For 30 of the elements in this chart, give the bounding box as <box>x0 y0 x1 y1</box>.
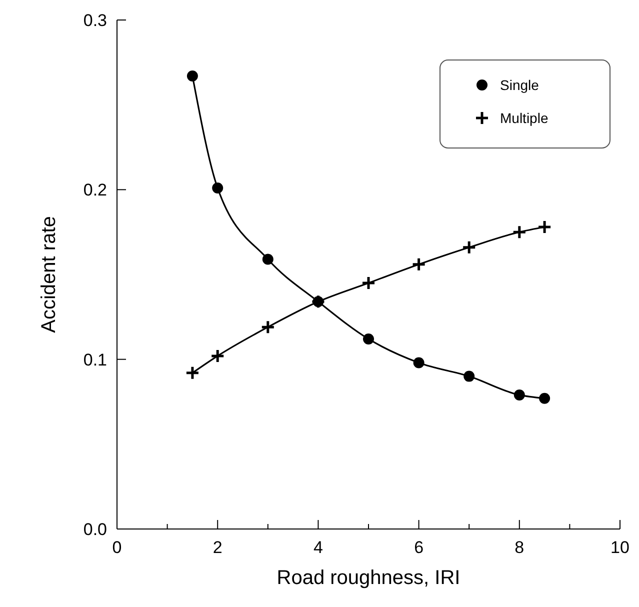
x-tick-label: 6 <box>414 538 424 557</box>
point <box>262 254 274 265</box>
point <box>539 392 550 404</box>
y-tick-label: 0.1 <box>83 350 107 370</box>
point <box>212 182 224 194</box>
x-tick-label: 8 <box>514 538 524 557</box>
x-axis-title: Road roughness, IRI <box>276 567 460 589</box>
point <box>185 366 200 380</box>
y-tick-label: 0.0 <box>83 520 107 539</box>
point <box>210 348 225 364</box>
point <box>260 320 276 334</box>
point <box>462 240 476 255</box>
x-tick-label: 2 <box>212 538 222 557</box>
x-tick-label: 0 <box>112 538 122 557</box>
point <box>464 370 475 382</box>
point <box>514 389 525 400</box>
point <box>413 357 424 368</box>
y-axis-title: Accident rate <box>38 216 60 333</box>
x-tick-label: 4 <box>313 538 323 557</box>
point <box>363 333 374 344</box>
point <box>361 276 376 290</box>
point <box>412 257 426 272</box>
legend-label: Single <box>500 76 540 93</box>
y-tick-label: 0.3 <box>83 10 107 30</box>
point <box>537 220 552 234</box>
x-tick-label: 10 <box>610 538 630 557</box>
y-tick-label: 0.2 <box>83 180 107 200</box>
point <box>186 70 198 82</box>
legend-label: Multiple <box>500 110 548 126</box>
point <box>512 224 527 240</box>
